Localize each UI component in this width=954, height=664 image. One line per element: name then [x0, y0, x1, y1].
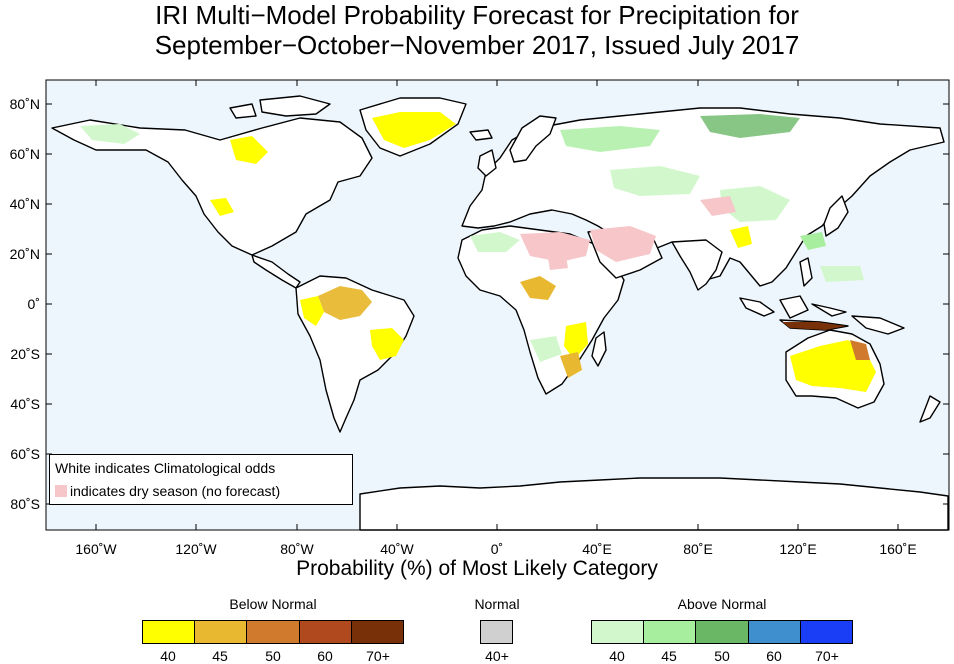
above-40-swatch — [592, 621, 645, 643]
lon-label-120w: 120˚W — [175, 541, 217, 557]
lat-label-40s: 40˚S — [10, 396, 40, 412]
philippines — [799, 257, 813, 287]
iceland — [469, 129, 493, 141]
new-zealand — [919, 395, 941, 423]
normal-colorbar — [480, 620, 513, 644]
below-east-africa — [564, 322, 588, 360]
below-west-africa — [520, 276, 556, 300]
above-africa-south — [530, 336, 562, 362]
above-normal-colorbar — [591, 620, 853, 644]
normal-tick-40: 40+ — [485, 648, 509, 664]
dry-sahara — [520, 232, 590, 262]
below-normal-title: Below Normal — [229, 596, 317, 612]
above-alaska — [80, 124, 140, 144]
below-australia-east — [850, 340, 870, 360]
above-60-swatch — [748, 621, 801, 643]
lon-label-0: 0˚ — [490, 541, 504, 557]
japan — [823, 195, 849, 237]
indonesia — [739, 295, 849, 331]
lon-label-40w: 40˚W — [380, 541, 414, 557]
scandinavia — [509, 115, 557, 163]
below-southern-africa — [560, 352, 582, 378]
dry-season-swatch — [55, 485, 67, 497]
above-philippines-sea — [820, 266, 864, 282]
above-central-asia — [610, 166, 700, 196]
south-america — [295, 275, 415, 433]
north-america — [51, 117, 373, 256]
above-tick-40: 40 — [609, 648, 625, 664]
below-canada — [210, 136, 268, 216]
below-greenland — [372, 112, 456, 148]
below-south-america-north — [300, 296, 324, 326]
lat-label-80s: 80˚S — [10, 496, 40, 512]
below-70-swatch — [351, 621, 404, 643]
above-tick-70: 70+ — [815, 648, 839, 664]
below-tick-50: 50 — [265, 648, 281, 664]
x-axis-title: Probability (%) of Most Likely Category — [296, 557, 658, 580]
lon-label-80e: 80˚E — [683, 541, 713, 557]
lat-label-0: 0˚ — [27, 296, 40, 312]
below-amazon — [318, 286, 372, 320]
axis-ticks — [46, 80, 949, 530]
lon-label-80w: 80˚W — [280, 541, 314, 557]
antarctica — [359, 477, 949, 531]
lat-label-60s: 60˚S — [10, 446, 40, 462]
below-45-swatch — [195, 621, 248, 643]
normal-title: Normal — [474, 596, 520, 612]
legend-dry-season-row: indicates dry season (no forecast) — [55, 483, 280, 499]
british-isles — [477, 149, 497, 177]
india — [671, 239, 723, 291]
below-60-swatch — [299, 621, 352, 643]
lon-label-120e: 120˚E — [779, 541, 817, 557]
normal-40-swatch — [481, 621, 512, 643]
above-japan — [800, 232, 826, 250]
below-tick-70: 70+ — [366, 648, 390, 664]
dry-china-west — [700, 196, 736, 216]
title-line-1: IRI Multi−Model Probability Forecast for… — [155, 0, 799, 30]
below-40-swatch — [143, 621, 196, 643]
dry-arabia — [590, 226, 656, 262]
below-normal-areas — [210, 112, 876, 392]
below-tick-60: 60 — [317, 648, 333, 664]
below-kamchatka — [730, 226, 752, 248]
above-russia — [560, 126, 660, 152]
above-tick-60: 60 — [766, 648, 782, 664]
dry-south-africa — [548, 256, 568, 270]
above-north-africa — [470, 232, 520, 252]
map-legend: White indicates Climatological odds indi… — [49, 454, 353, 505]
above-tick-50: 50 — [714, 648, 730, 664]
above-70-swatch — [800, 621, 853, 643]
legend-dry-season-text: indicates dry season (no forecast) — [70, 483, 281, 499]
above-normal-areas — [80, 114, 864, 362]
eurasia — [461, 107, 945, 287]
arctic-islands — [229, 95, 331, 119]
dry-season-areas — [520, 196, 736, 270]
lon-label-160w: 160˚W — [75, 541, 117, 557]
lat-label-60n: 60˚N — [9, 146, 40, 162]
below-50-swatch — [247, 621, 300, 643]
above-50-swatch — [696, 621, 749, 643]
above-siberia — [700, 114, 800, 138]
lat-label-80n: 80˚N — [9, 96, 40, 112]
below-tick-40: 40 — [160, 648, 176, 664]
below-tick-45: 45 — [212, 648, 228, 664]
above-tick-45: 45 — [661, 648, 677, 664]
above-china — [720, 186, 790, 222]
below-indonesia — [782, 322, 846, 330]
lat-label-20s: 20˚S — [10, 346, 40, 362]
below-brazil-east — [370, 328, 404, 360]
lat-label-40n: 40˚N — [9, 196, 40, 212]
lat-label-20n: 20˚N — [9, 246, 40, 262]
legend-climatological-text: White indicates Climatological odds — [55, 460, 276, 476]
below-normal-colorbar — [142, 620, 404, 644]
lon-label-160e: 160˚E — [879, 541, 917, 557]
title-line-2: September−October−November 2017, Issued … — [154, 30, 800, 60]
lon-label-40e: 40˚E — [582, 541, 612, 557]
madagascar — [591, 331, 607, 367]
new-guinea — [851, 315, 905, 335]
above-normal-title: Above Normal — [677, 596, 767, 612]
above-45-swatch — [644, 621, 697, 643]
